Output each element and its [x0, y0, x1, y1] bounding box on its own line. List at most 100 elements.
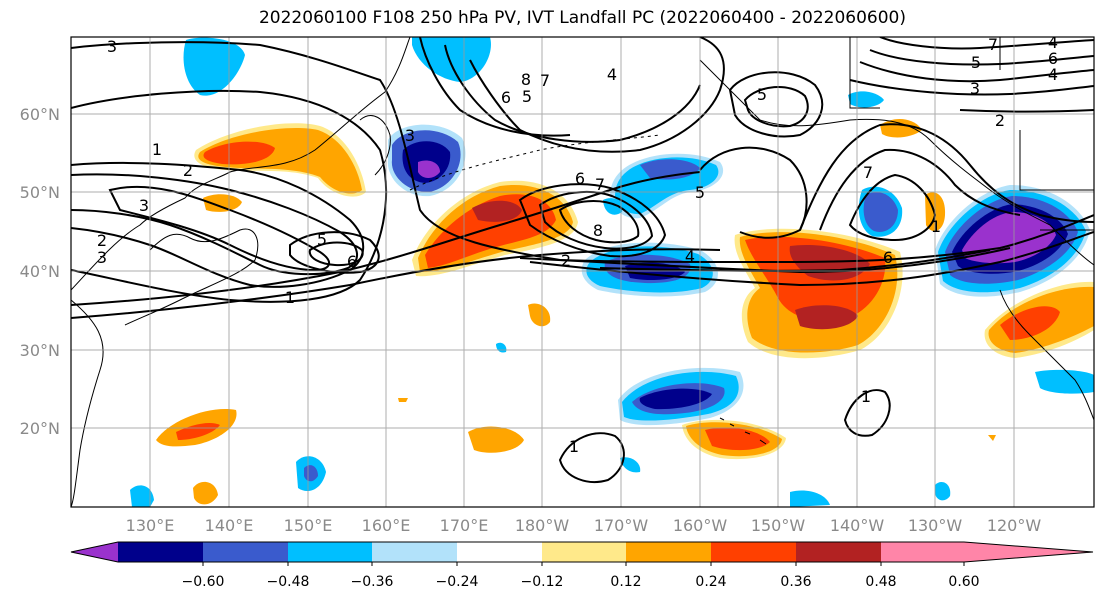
pv-contour: [849, 79, 1094, 96]
lon-label: 130°W: [908, 516, 963, 535]
pv-contour: [879, 37, 1094, 50]
pv-contour: [599, 249, 991, 272]
pv-contour: [529, 231, 1094, 287]
positive-anomaly: [795, 305, 858, 330]
contour-label: 2: [183, 161, 193, 180]
contour-label: 7: [988, 35, 998, 54]
negative-anomaly: [863, 192, 898, 232]
pv-contour: [728, 71, 824, 138]
lat-label: 50°N: [20, 183, 60, 202]
contour-label: 6: [575, 169, 585, 188]
pv-contour: [71, 173, 358, 276]
contour-label: 4: [685, 247, 695, 266]
negative-anomaly: [935, 482, 951, 501]
contour-label: 2: [995, 111, 1005, 130]
canada-border: [849, 37, 1094, 231]
positive-anomaly: [193, 481, 218, 505]
colorbar-ticks: [202, 562, 965, 566]
pv-contour: [71, 41, 1094, 264]
contour-label: 7: [595, 175, 605, 194]
latitude-labels: 60°N 50°N 40°N 30°N 20°N: [20, 105, 60, 438]
negative-anomaly: [620, 457, 641, 473]
map-frame: [70, 36, 1095, 508]
pv-contour: [71, 248, 721, 319]
colorbar-tick-label: −0.36: [351, 574, 394, 590]
china-coastline: [71, 299, 104, 507]
lon-label: 160°W: [673, 516, 728, 535]
contour-label: 5: [971, 53, 981, 72]
pv-contour: [869, 49, 1094, 66]
contour-label: 3: [970, 79, 980, 98]
contour-label: 5: [757, 85, 767, 104]
pv-contour: [519, 247, 1011, 274]
colorbar-tick-label: 0.12: [610, 574, 641, 590]
contour-label: 7: [540, 71, 550, 90]
positive-anomaly: [203, 194, 242, 212]
contour-label: 3: [405, 126, 415, 145]
pv-contour: [843, 389, 891, 437]
pv-contour: [518, 183, 667, 258]
lat-label: 20°N: [20, 419, 60, 438]
lat-label: 40°N: [20, 262, 60, 281]
colorbar-segment: [288, 542, 372, 562]
positive-anomaly: [1000, 306, 1060, 340]
negative-anomaly: [130, 485, 154, 507]
colorbar-tick-label: −0.60: [182, 574, 225, 590]
colorbar-segment: [457, 542, 542, 562]
lon-label: 140°W: [830, 516, 885, 535]
coastlines: [71, 37, 1094, 507]
colorbar-tick-label: 0.24: [695, 574, 726, 590]
colorbar-segment: [796, 542, 881, 562]
pv-contour: [699, 146, 808, 239]
pv-contour: [799, 123, 1094, 231]
colorbar-tick-label: −0.12: [521, 574, 564, 590]
lon-label: 120°W: [987, 516, 1042, 535]
positive-anomaly: [398, 398, 408, 402]
contour-label: 3: [139, 196, 149, 215]
pv-contour: [558, 432, 625, 483]
negative-anomaly: [183, 37, 245, 96]
pv-contour: [819, 148, 1021, 231]
map-area: [71, 37, 1094, 507]
map-title: 2022060100 F108 250 hPa PV, IVT Landfall…: [258, 8, 906, 28]
colorbar-extend-high: [964, 542, 1093, 562]
pv-contour: [859, 61, 1094, 83]
lon-label: 140°E: [205, 516, 254, 535]
contour-label: 5: [522, 87, 532, 106]
lon-label: 150°E: [284, 516, 333, 535]
negative-anomaly: [639, 388, 712, 410]
lon-label: 160°E: [362, 516, 411, 535]
negative-anomaly: [790, 490, 830, 507]
colorbar-segment: [542, 542, 626, 562]
positive-anomaly: [425, 194, 556, 268]
north-america-coastline: [999, 289, 1094, 421]
aleutian-islands: [409, 134, 661, 191]
positive-anomaly: [203, 141, 275, 165]
positive-anomaly: [468, 426, 524, 453]
contour-labels: 3 1 2 2 3 3 5 6 1 6 8 7 4 5 6 7 8 5 2 4 …: [97, 33, 1058, 456]
contour-label: 3: [107, 37, 117, 56]
colorbar-tick-label: 0.60: [948, 574, 979, 590]
lon-label: 150°W: [751, 516, 806, 535]
contour-label: 1: [569, 437, 579, 456]
colorbar-segment: [118, 542, 203, 562]
colorbar-tick-label: −0.48: [267, 574, 310, 590]
contour-label: 6: [883, 248, 893, 267]
positive-anomaly: [176, 422, 220, 440]
negative-anomaly: [418, 160, 440, 178]
pv-contour: [959, 109, 1094, 113]
contour-label: 6: [1048, 49, 1058, 68]
colorbar-extend-low: [71, 542, 118, 562]
asia-coastline: [71, 37, 411, 291]
colorbar-segment: [372, 542, 457, 562]
colorbar-extend-high-base: [881, 542, 964, 562]
contour-label: 3: [97, 248, 107, 267]
lon-label: 130°E: [126, 516, 175, 535]
colorbar-tick-label: 0.36: [780, 574, 811, 590]
contour-label: 1: [931, 217, 941, 236]
contour-label: 1: [285, 288, 295, 307]
pv-contour: [419, 37, 571, 137]
lon-label: 170°W: [594, 516, 649, 535]
pv-contour: [743, 85, 809, 128]
